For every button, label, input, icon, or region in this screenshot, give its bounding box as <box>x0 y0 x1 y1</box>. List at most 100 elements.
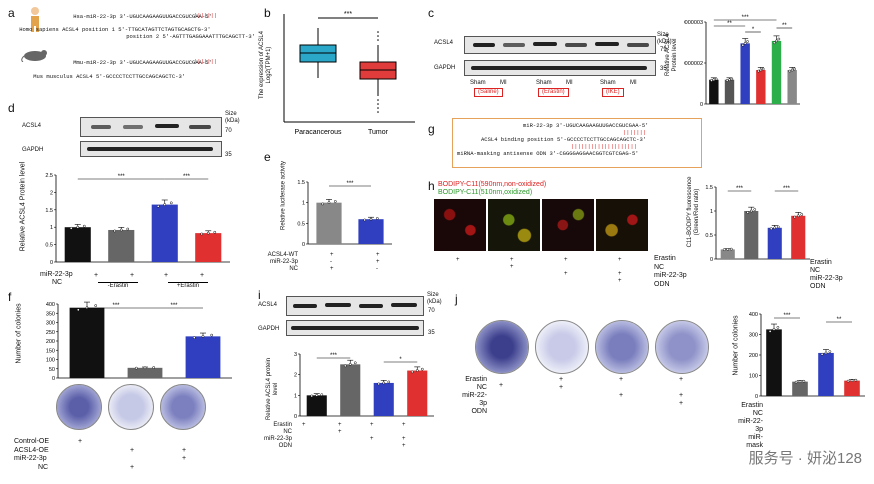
f-ylabel: Number of colonies <box>15 303 23 364</box>
bar <box>108 229 135 262</box>
g-line3-name: miRNA-masking antisense ODN <box>457 150 547 157</box>
data-point <box>192 336 196 339</box>
d-blot-gapdh <box>80 141 222 157</box>
data-point <box>333 200 337 203</box>
bar <box>771 40 782 104</box>
d-acsl4-label: ACSL4 <box>22 123 42 129</box>
bar <box>744 211 759 259</box>
data-point <box>854 378 858 382</box>
data-point <box>749 209 753 213</box>
bar <box>787 70 797 104</box>
bar <box>127 367 163 378</box>
f-row-signs: + <box>78 438 83 445</box>
e-row-signs-2: + + - <box>376 252 380 272</box>
data-point <box>729 247 733 251</box>
panel-d: d ACSL4 GAPDH Size (kDa) 70 35 Relative A… <box>0 95 250 286</box>
bar <box>740 43 750 104</box>
panel-label-e: e <box>264 150 271 164</box>
data-point <box>113 229 117 233</box>
mmu-name: Mmu-miR-22-3p <box>73 59 117 66</box>
y-tick-label: 3.3800000000000003 <box>684 20 703 26</box>
h-chart-row-labels: Erastin NC miR-22-3p ODN <box>810 259 843 290</box>
watermark: 服务号 · 妍泌128 <box>748 450 862 467</box>
data-point <box>377 382 381 386</box>
data-point <box>200 232 204 236</box>
y-tick-label: 100 <box>749 374 758 380</box>
y-tick-label: 400 <box>749 312 758 318</box>
h-image-2 <box>488 199 540 251</box>
data-point <box>725 79 729 82</box>
y-tick-label: 2.5 <box>45 173 53 179</box>
h-legend-red: BODIPY-C11(590nm,non-oxidized) <box>438 181 547 188</box>
y-tick-label: 0 <box>294 414 297 420</box>
y-tick-label: 0 <box>50 260 53 266</box>
sig-label: *** <box>736 186 744 192</box>
d-kda1: 70 <box>225 128 232 134</box>
i-acsl4-label: ACSL4 <box>258 302 278 308</box>
bar <box>792 381 808 396</box>
data-point <box>382 381 386 385</box>
y-tick-label: 1 <box>50 225 53 231</box>
y-tick-label: 200 <box>46 339 55 345</box>
y-tick-label: 250 <box>46 330 55 336</box>
j-row-signs-left: + <box>499 382 504 389</box>
h-image-4 <box>596 199 648 251</box>
c-kda1: 79 <box>660 47 667 53</box>
i-kda2: 35 <box>428 330 435 336</box>
b-x-para: Paracancerous <box>294 129 342 136</box>
data-point <box>802 379 806 383</box>
c-bar-chart: 01.69000000000000023.3800000000000003***… <box>684 15 800 108</box>
data-point <box>363 218 367 222</box>
panel-j: j Erastin NC miR-22-3p ODN + + + + + + + + Numb… <box>455 292 874 484</box>
panel-label-d: d <box>8 101 15 115</box>
f-row-labels: Control-OE ACSL4-OE miR-22-3p NC <box>14 438 50 471</box>
sig-label: *** <box>183 174 191 180</box>
data-point <box>152 366 156 369</box>
data-point <box>126 227 130 231</box>
y-tick-label: 0.5 <box>297 221 305 227</box>
j-row-labels-right: Erastin NC miR-22-3p miR-mask <box>738 402 763 449</box>
y-tick-label: 1 <box>294 393 297 399</box>
g-line3-seq: 3'-CGGGGAGGAACGGTCGTCGAG-5' <box>549 150 639 157</box>
human-pos2: position 2 5'-AGTTTGAGGAAATTTGCAGCTT-3' <box>126 33 255 40</box>
bar <box>724 79 735 104</box>
c-kda2: 35 <box>660 66 667 72</box>
h-bar-chart: 0 0.5 1 1.5 *** *** <box>705 185 810 263</box>
f-well-3 <box>160 384 206 430</box>
i-size: Size (kDa) <box>427 292 442 305</box>
data-point <box>315 393 319 397</box>
f-bar-chart: 0 50 100 150 200 250 300 350 400 *** *** <box>46 301 232 382</box>
y-tick-label: 2 <box>294 373 297 379</box>
mouse-gene: Mus musculus ACSL4 <box>33 73 93 80</box>
data-point <box>169 201 173 205</box>
bar <box>340 364 361 416</box>
data-point <box>776 225 780 229</box>
i-row-labels: Erastin NC miR-22-3p ODN <box>263 422 292 449</box>
h-row-labels: Erastin NC miR-22-3p ODN <box>654 255 687 288</box>
data-point <box>82 224 86 228</box>
data-point <box>728 78 731 82</box>
bar <box>151 204 178 262</box>
data-point <box>775 39 778 43</box>
data-point <box>69 226 73 230</box>
j-well-3 <box>595 320 649 374</box>
sig-label: *** <box>118 174 126 180</box>
b-sig: *** <box>344 11 352 18</box>
y-tick-label: 1.5 <box>297 180 305 186</box>
data-point <box>343 364 347 368</box>
y-tick-label: 2 <box>50 190 53 196</box>
panel-label-c: c <box>428 6 434 20</box>
data-point <box>773 226 777 230</box>
hsa-seq: 3'-UGUCAAGAAGUUGACCGUCGAA-5' <box>119 13 212 20</box>
sig-label: ** <box>837 317 842 323</box>
data-point <box>156 204 160 208</box>
h-image-3 <box>542 199 594 251</box>
data-point <box>76 308 80 312</box>
c-gapdh-label: GAPDH <box>434 65 456 71</box>
data-point <box>777 37 781 41</box>
y-tick-label: 300 <box>46 321 55 327</box>
j-row-signs-left-4: + + + <box>679 376 684 407</box>
f-well-1 <box>56 384 102 430</box>
bar <box>844 380 860 396</box>
data-point <box>828 350 832 354</box>
